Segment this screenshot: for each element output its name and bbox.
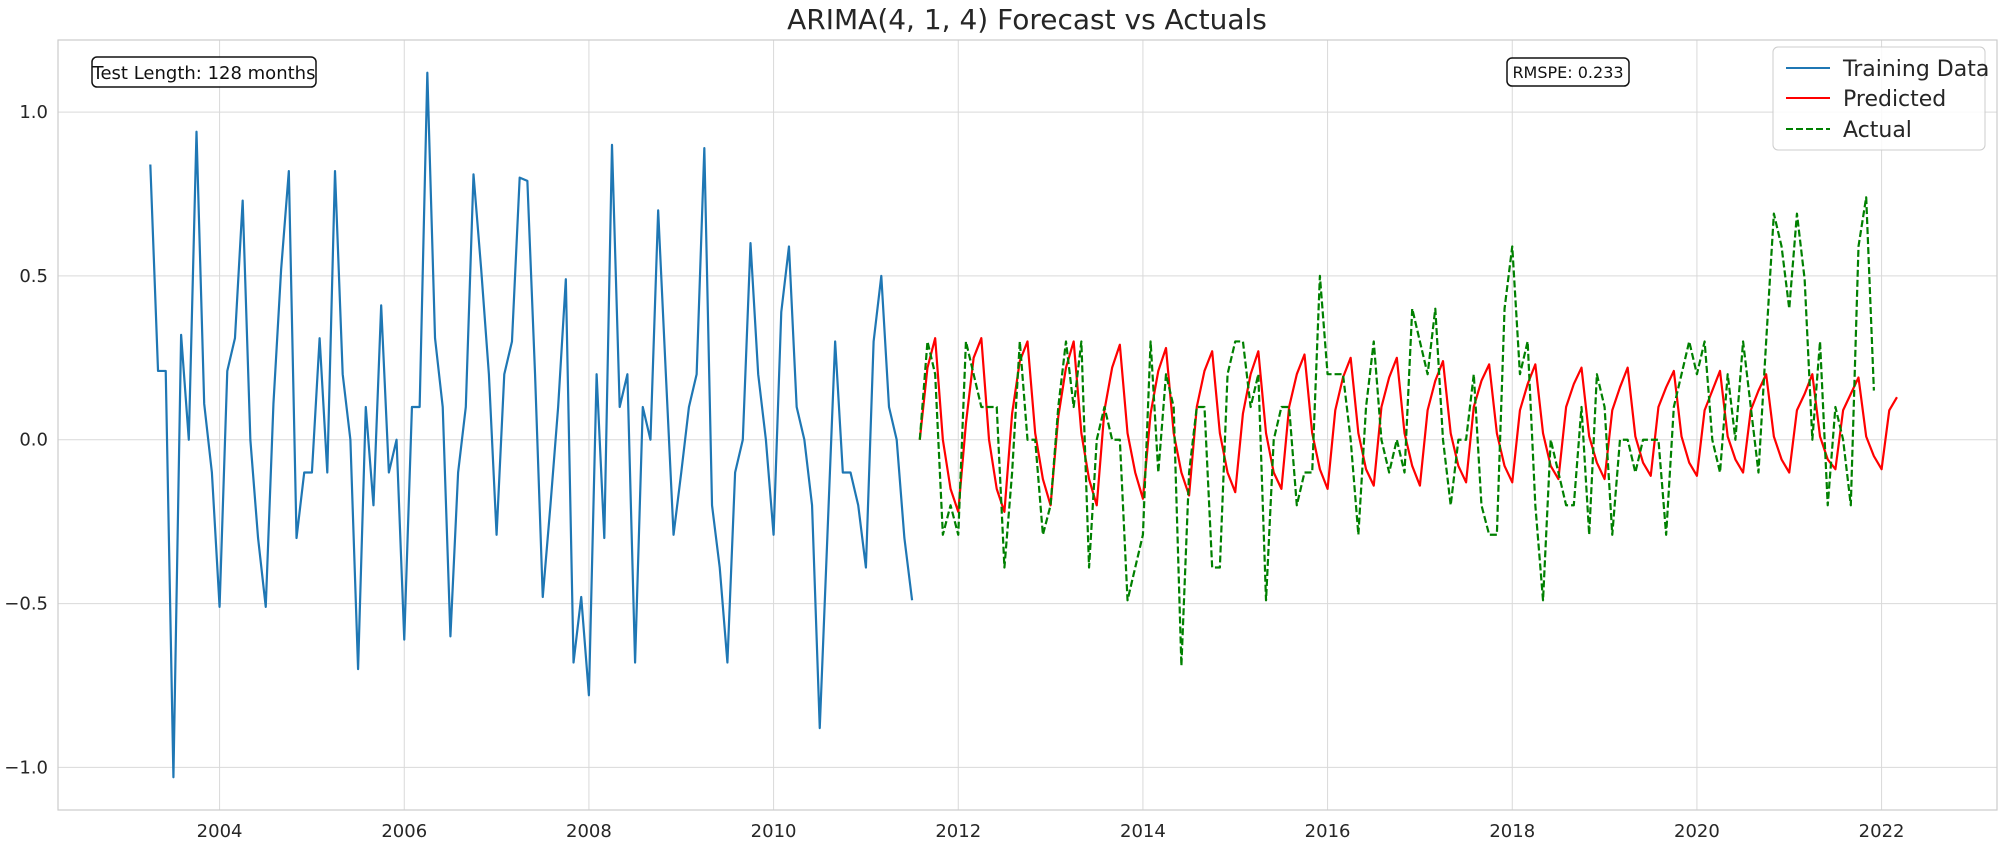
y-tick-label: 0.5 [19, 266, 48, 287]
x-tick-label: 2004 [197, 821, 243, 842]
x-tick-label: 2020 [1674, 821, 1720, 842]
x-tick-label: 2014 [1120, 821, 1166, 842]
legend: Training Data Predicted Actual [1772, 46, 1989, 151]
x-tick-label: 2018 [1489, 821, 1535, 842]
grid [58, 40, 1997, 810]
series-line-training-data [149, 71, 914, 779]
series-line-predicted [918, 337, 1898, 513]
y-tick-label: 1.0 [19, 102, 48, 123]
chart-title: ARIMA(4, 1, 4) Forecast vs Actuals [787, 3, 1267, 36]
x-tick-label: 2006 [381, 821, 427, 842]
x-tick-label: 2010 [751, 821, 797, 842]
x-tick-label: 2016 [1305, 821, 1351, 842]
legend-frame [1772, 46, 1986, 151]
x-tick-label: 2022 [1859, 821, 1905, 842]
rmspe-box: RMSPE: 0.233 [1506, 57, 1630, 87]
y-tick-label: −0.5 [4, 594, 48, 615]
test-length-box: Test Length: 128 months [91, 56, 317, 88]
y-tick-label: 0.0 [19, 430, 48, 451]
series-layer [149, 71, 1898, 779]
legend-label-predicted: Predicted [1843, 87, 1946, 112]
test-length-label: Test Length: 128 months [92, 63, 316, 84]
legend-label-training: Training Data [1842, 57, 1989, 82]
x-tick-label: 2012 [935, 821, 981, 842]
x-tick-label: 2008 [566, 821, 612, 842]
legend-label-actual: Actual [1843, 118, 1912, 143]
y-tick-label: −1.0 [4, 757, 48, 778]
plot-frame [57, 39, 1998, 811]
rmspe-label: RMSPE: 0.233 [1512, 63, 1623, 82]
series-line-actual [918, 196, 1875, 667]
axes: 2004 2006 2008 2010 2012 2014 2016 2018 2020 2022… [4, 39, 1998, 842]
